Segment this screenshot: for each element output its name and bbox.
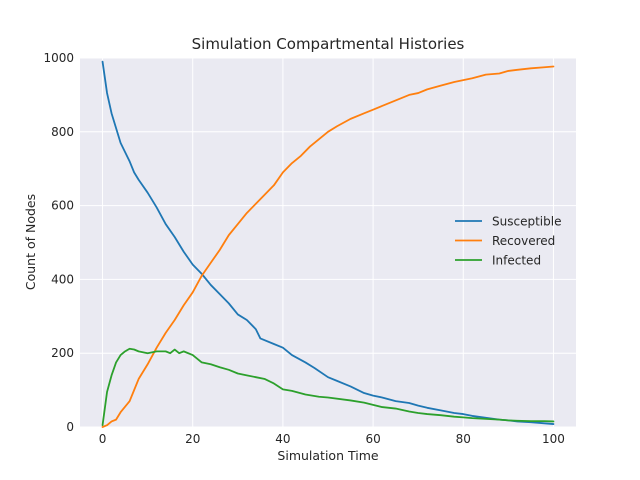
legend: Susceptible Recovered Infected [455,215,561,268]
y-tick-label: 600 [51,199,74,213]
legend-label: Susceptible [492,215,561,229]
legend-label: Recovered [492,234,555,248]
series-line-susceptible [101,60,555,425]
series-line-infected [101,347,555,427]
legend-item-susceptible: Susceptible [455,215,561,229]
x-tick-label: 100 [542,432,565,446]
x-tick-label: 80 [456,432,471,446]
series-line-recovered [101,65,555,428]
y-tick-label: 0 [66,420,74,434]
plot-area [80,58,576,427]
x-axis-label: Simulation Time [277,448,378,463]
chart-title: Simulation Compartmental Histories [192,35,465,53]
y-tick-label: 1000 [43,51,74,65]
y-tick-label: 800 [51,125,74,139]
y-tick-label: 400 [51,272,74,286]
legend-label: Infected [492,254,541,268]
x-tick-label: 0 [99,432,107,446]
legend-item-infected: Infected [455,254,541,268]
x-tick-label: 20 [185,432,200,446]
y-axis-label: Count of Nodes [23,194,38,290]
series-layer [101,60,555,428]
x-tick-label: 40 [275,432,290,446]
x-tick-label: 60 [365,432,380,446]
y-tick-label: 200 [51,346,74,360]
legend-item-recovered: Recovered [455,234,555,248]
